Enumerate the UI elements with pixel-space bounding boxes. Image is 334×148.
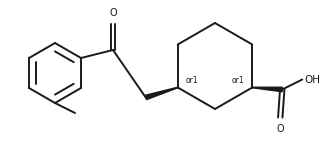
Text: or1: or1 bbox=[186, 76, 198, 85]
Polygon shape bbox=[145, 87, 178, 100]
Text: O: O bbox=[109, 8, 117, 18]
Text: OH: OH bbox=[304, 74, 320, 85]
Polygon shape bbox=[252, 87, 282, 92]
Text: O: O bbox=[277, 123, 284, 133]
Text: or1: or1 bbox=[231, 76, 244, 85]
